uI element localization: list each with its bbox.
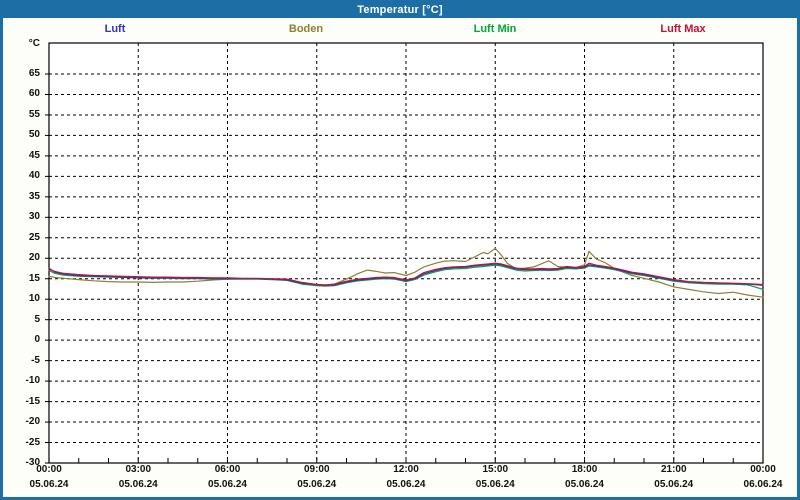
y-tick-label: 35: [28, 190, 40, 202]
y-tick-label: 45: [28, 149, 40, 161]
y-tick-label: -20: [25, 416, 40, 428]
x-tick-date-label: 05.06.24: [386, 479, 426, 490]
y-tick-label: 15: [28, 272, 40, 284]
x-tick-time-label: 15:00: [482, 464, 509, 475]
x-tick-date-label: 05.06.24: [29, 479, 69, 490]
x-tick-time-label: 09:00: [303, 464, 330, 475]
x-tick-date-label: 05.06.24: [475, 479, 515, 490]
y-tick-label: -15: [25, 395, 40, 407]
x-tick-date-label: 05.06.24: [565, 479, 604, 490]
x-tick-time-label: 06:00: [214, 464, 241, 475]
y-tick-label: -10: [25, 375, 40, 387]
y-tick-label: 0: [34, 334, 40, 346]
y-axis-unit-label: °C: [28, 38, 40, 49]
chart-canvas: [45, 42, 764, 464]
y-tick-label: 20: [28, 252, 40, 264]
x-tick-time-label: 00:00: [750, 464, 776, 475]
y-tick-label: 10: [28, 293, 40, 305]
chart-title: Temperatur [°C]: [357, 4, 443, 16]
legend-item-luft: Luft: [104, 23, 126, 35]
legend-item-luft-min: Luft Min: [473, 23, 517, 35]
legend-item-boden: Boden: [288, 23, 324, 35]
legend: Luft Boden Luft Min Luft Max: [3, 20, 797, 38]
x-tick-time-label: 12:00: [393, 464, 419, 475]
y-tick-label: 40: [28, 170, 40, 182]
x-tick-time-label: 21:00: [660, 464, 687, 475]
y-tick-label: 30: [28, 211, 40, 223]
title-bar: Temperatur [°C]: [3, 3, 797, 18]
x-tick-time-label: 00:00: [36, 464, 62, 475]
x-tick-date-label: 05.06.24: [208, 479, 247, 490]
legend-item-luft-max: Luft Max: [660, 23, 706, 35]
y-tick-label: 55: [28, 108, 40, 120]
y-tick-label: -25: [25, 436, 40, 448]
x-tick-time-label: 18:00: [571, 464, 598, 475]
y-tick-label: 60: [28, 88, 40, 100]
y-tick-label: 50: [28, 129, 40, 141]
x-tick-date-label: 05.06.24: [654, 479, 694, 490]
series-line-luft-max: [48, 262, 764, 286]
y-tick-label: 65: [28, 68, 40, 79]
x-tick-time-label: 03:00: [125, 464, 152, 475]
x-tick-date-label: 06.06.24: [743, 479, 783, 490]
x-tick-date-label: 05.06.24: [118, 479, 158, 490]
y-tick-label: -30: [25, 457, 40, 468]
x-tick-date-label: 05.06.24: [297, 479, 337, 490]
series-line-luft: [48, 263, 764, 286]
y-tick-label: 25: [28, 231, 40, 243]
y-tick-label: 5: [34, 313, 40, 325]
y-tick-label: -5: [31, 354, 40, 366]
